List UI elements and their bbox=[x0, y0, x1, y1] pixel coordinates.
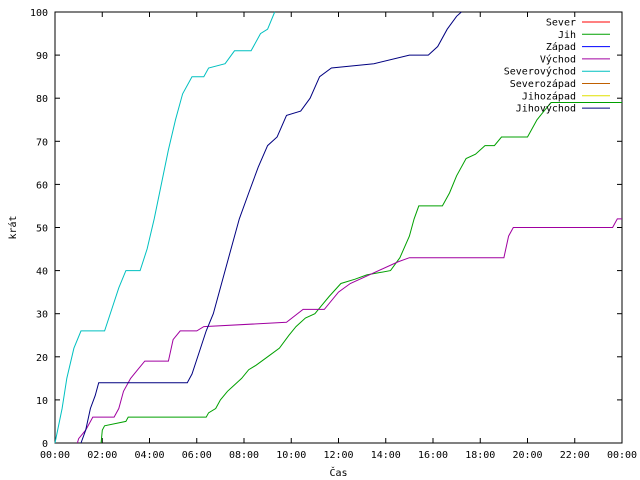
x-tick-label: 18:00 bbox=[465, 450, 495, 461]
y-tick-label: 30 bbox=[36, 310, 48, 321]
legend-label: Západ bbox=[546, 41, 576, 53]
x-tick-label: 06:00 bbox=[182, 450, 212, 461]
y-tick-label: 40 bbox=[36, 267, 48, 278]
y-tick-label: 70 bbox=[36, 137, 48, 148]
y-axis-label: krát bbox=[7, 215, 19, 239]
y-tick-label: 60 bbox=[36, 180, 48, 191]
x-tick-label: 00:00 bbox=[40, 450, 70, 461]
legend-label: Jihozápad bbox=[522, 90, 576, 102]
y-tick-label: 50 bbox=[36, 224, 48, 235]
y-tick-label: 10 bbox=[36, 396, 48, 407]
y-tick-label: 20 bbox=[36, 353, 48, 364]
series-line-východ bbox=[76, 218, 622, 444]
legend-label: Severovýchod bbox=[504, 66, 576, 78]
axes: 0 10 20 30 40 50 60 70 80 90 100 00:00 02:00 04:00 06:… bbox=[30, 8, 637, 461]
x-tick-label: 02:00 bbox=[87, 450, 117, 461]
x-axis-label: Čas bbox=[329, 466, 347, 479]
legend-label: Severozápad bbox=[510, 78, 576, 90]
x-tick-label: 22:00 bbox=[560, 450, 590, 461]
y-tick-label: 90 bbox=[36, 51, 48, 62]
x-tick-label: 12:00 bbox=[323, 450, 353, 461]
x-tick-label: 20:00 bbox=[512, 450, 542, 461]
x-tick-label: 04:00 bbox=[134, 450, 164, 461]
x-tick-label: 14:00 bbox=[371, 450, 401, 461]
legend: SeverJihZápadVýchodSeverovýchodSeverozáp… bbox=[504, 18, 610, 115]
series-line-severovýchod bbox=[54, 11, 276, 444]
series-line-jihovýchod bbox=[80, 11, 462, 444]
y-tick-label: 80 bbox=[36, 94, 48, 105]
series-lines bbox=[54, 11, 622, 444]
x-tick-label: 08:00 bbox=[229, 450, 259, 461]
y-tick-label: 0 bbox=[42, 439, 48, 450]
series-line-jih bbox=[100, 102, 622, 444]
legend-label: Sever bbox=[546, 18, 576, 29]
legend-label: Jihovýchod bbox=[516, 103, 576, 115]
legend-label: Jih bbox=[558, 30, 576, 41]
x-tick-label: 10:00 bbox=[276, 450, 306, 461]
x-tick-label: 00:00 bbox=[607, 450, 637, 461]
y-tick-label: 100 bbox=[30, 8, 48, 19]
x-tick-label: 16:00 bbox=[418, 450, 448, 461]
legend-label: Východ bbox=[540, 53, 576, 65]
